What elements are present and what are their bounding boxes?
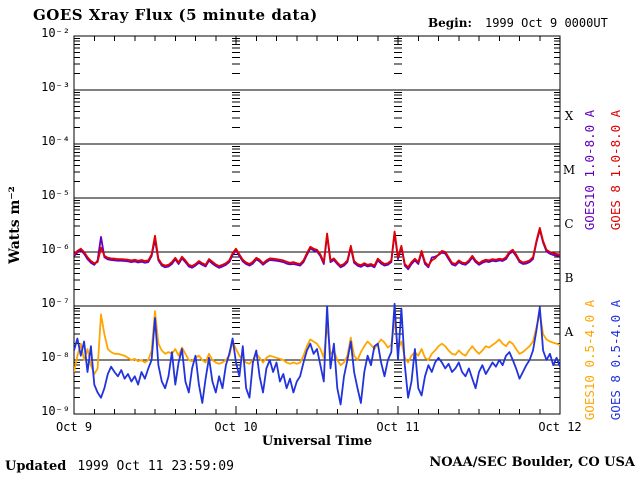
x-tick-label: Oct 10 <box>214 420 258 434</box>
flare-class-label: B <box>564 271 574 286</box>
credit-text: NOAA/SEC Boulder, CO USA <box>429 455 635 470</box>
x-tick-label: Oct 12 <box>538 420 582 434</box>
legend-entry: GOES 8 0.5-4.0 A <box>608 299 623 421</box>
legend-entry: GOES10 0.5-4.0 A <box>582 299 597 421</box>
flare-class-label: X <box>564 109 574 124</box>
flare-class-label: C <box>564 217 574 232</box>
y-tick-label: 10⁻⁶ <box>41 242 70 256</box>
y-tick-label: 10⁻⁹ <box>41 404 70 418</box>
y-axis-title: Watts m⁻² <box>7 186 23 264</box>
x-axis-title: Universal Time <box>261 434 373 449</box>
y-tick-label: 10⁻³ <box>41 80 70 94</box>
y-tick-label: 10⁻⁵ <box>41 188 70 202</box>
y-tick-label: 10⁻⁷ <box>41 296 70 310</box>
legend-entry: GOES 8 1.0-8.0 A <box>608 109 623 231</box>
updated-value: 1999 Oct 11 23:59:09 <box>77 459 234 474</box>
begin-label: Begin: <box>428 16 472 30</box>
page-title: GOES Xray Flux (5 minute data) <box>33 6 318 24</box>
series-goes-8-1-0-8-0-a <box>74 226 560 269</box>
flare-class-label: A <box>564 325 574 340</box>
begin-value: 1999 Oct 9 0000UT <box>484 16 608 30</box>
y-tick-label: 10⁻⁸ <box>41 350 70 364</box>
y-tick-label: 10⁻² <box>41 26 70 40</box>
legend-entry: GOES10 1.0-8.0 A <box>582 109 597 231</box>
x-tick-label: Oct 9 <box>55 420 93 434</box>
series-goes10-0-5-4-0-a <box>74 310 560 375</box>
updated-label: Updated <box>5 459 67 474</box>
y-tick-label: 10⁻⁴ <box>41 134 70 148</box>
x-tick-label: Oct 11 <box>376 420 420 434</box>
flare-class-label: M <box>562 163 576 178</box>
series-goes-8-0-5-4-0-a <box>74 302 560 406</box>
